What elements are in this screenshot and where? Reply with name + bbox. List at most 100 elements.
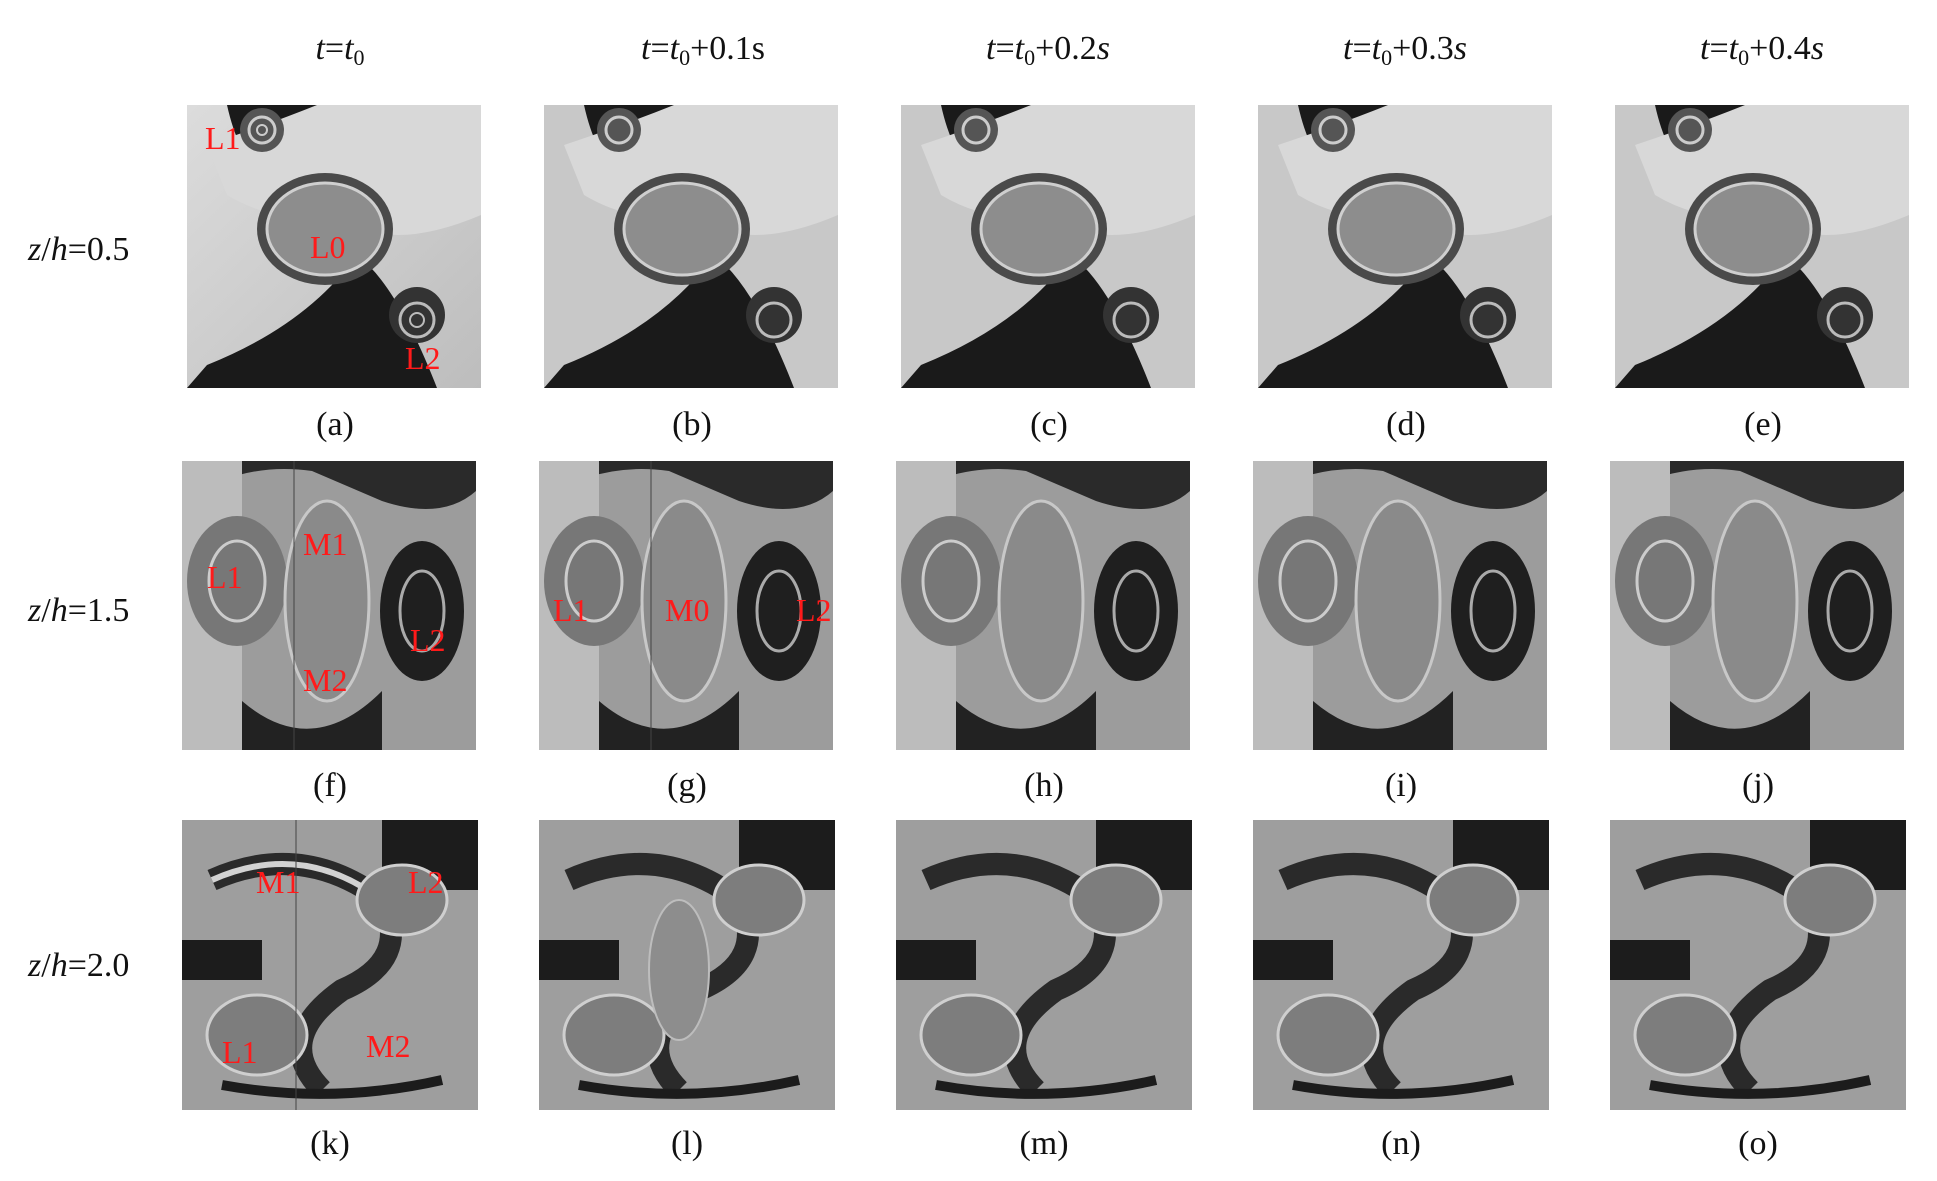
column-header-t3: t=t0+0.3s [1255, 32, 1555, 69]
panel-label-k: (k) [310, 1125, 350, 1162]
annotation-g-l1: L1 [553, 592, 589, 628]
panel-label-h: (h) [1024, 767, 1064, 804]
flow-image-j [1610, 461, 1904, 750]
time-unit: s [1453, 30, 1467, 67]
annotation-f-l1: L1 [207, 559, 243, 595]
annotation-f-l2: L2 [410, 622, 446, 658]
row-header-z15: z/h=1.5 [28, 594, 129, 628]
subscript: 0 [1381, 45, 1393, 70]
h-var: h [50, 947, 68, 984]
vortex-image [896, 461, 1190, 750]
flow-image-d [1258, 105, 1552, 388]
flow-image-f [182, 461, 476, 750]
time-var: t [1699, 30, 1710, 67]
panel-label-b: (b) [672, 406, 712, 443]
column-header-t1: t=t0+0.1s [553, 32, 853, 69]
panel-label-f: (f) [313, 767, 347, 804]
time-var: t [669, 30, 680, 67]
vortex-image [1253, 820, 1549, 1110]
flow-image-a [187, 105, 481, 388]
vortex-image [539, 820, 835, 1110]
row-value: =1.5 [67, 592, 130, 629]
subscript: 0 [679, 45, 691, 70]
time-offset: +0.2 [1035, 30, 1097, 67]
flow-image-i [1253, 461, 1547, 750]
panel-label-n: (n) [1381, 1125, 1421, 1162]
flow-image-e [1615, 105, 1909, 388]
flow-image-b [544, 105, 838, 388]
time-unit: s [1810, 30, 1824, 67]
h-var: h [50, 231, 68, 268]
annotation-g-l2: L2 [796, 592, 832, 628]
panel-label-i: (i) [1384, 767, 1418, 804]
subscript: 0 [1024, 45, 1036, 70]
vortex-image [182, 461, 476, 750]
slash: / [41, 231, 51, 268]
panel-label-o: (o) [1738, 1125, 1778, 1162]
panel-label-j: (j) [1741, 767, 1775, 804]
annotation-a-l2: L2 [405, 340, 441, 376]
subscript: 0 [353, 45, 365, 70]
equals: = [1709, 30, 1729, 67]
equals: = [650, 30, 670, 67]
time-var: t [315, 30, 325, 67]
time-var: t [1342, 30, 1353, 67]
h-var: h [50, 592, 68, 629]
flow-image-g [539, 461, 833, 750]
time-offset: +0.3 [1392, 30, 1454, 67]
vortex-image [896, 820, 1192, 1110]
equals: = [995, 30, 1015, 67]
time-var: t [1371, 30, 1382, 67]
slash: / [41, 592, 51, 629]
flow-image-n [1253, 820, 1549, 1110]
vortex-image [187, 105, 481, 388]
vortex-image [901, 105, 1195, 388]
vortex-image [182, 820, 478, 1110]
time-var: t [1728, 30, 1739, 67]
time-offset: +0.4 [1749, 30, 1811, 67]
row-value: =2.0 [67, 947, 130, 984]
row-value: =0.5 [67, 231, 130, 268]
time-var: t [344, 30, 354, 67]
panel-label-d: (d) [1386, 406, 1426, 443]
panel-label-l: (l) [670, 1125, 704, 1162]
column-header-t0: t=t0 [190, 32, 490, 69]
flow-image-k [182, 820, 478, 1110]
annotation-a-l0: L0 [310, 229, 346, 265]
row-header-z05: z/h=0.5 [28, 233, 129, 267]
subscript: 0 [1738, 45, 1750, 70]
panel-label-e: (e) [1744, 406, 1782, 443]
time-unit: s [1096, 30, 1110, 67]
annotation-k-l1: L1 [222, 1034, 258, 1070]
equals: = [324, 30, 345, 67]
z-var: z [28, 592, 42, 629]
column-header-t2: t=t0+0.2s [898, 32, 1198, 69]
annotation-f-m2: M2 [303, 662, 348, 698]
flow-image-o [1610, 820, 1906, 1110]
annotation-k-m1: M1 [256, 864, 301, 900]
vortex-image [1615, 105, 1909, 388]
equals: = [1352, 30, 1372, 67]
vortex-image [1258, 105, 1552, 388]
column-header-t4: t=t0+0.4s [1612, 32, 1912, 69]
vortex-image [1610, 461, 1904, 750]
slash: / [41, 947, 51, 984]
z-var: z [28, 947, 42, 984]
panel-label-a: (a) [316, 406, 354, 443]
time-unit: s [751, 30, 765, 67]
time-offset: +0.1 [690, 30, 752, 67]
time-var: t [1014, 30, 1025, 67]
annotation-k-m2: M2 [366, 1028, 411, 1064]
annotation-k-l2: L2 [408, 864, 444, 900]
row-header-z20: z/h=2.0 [28, 949, 129, 983]
annotation-f-m1: M1 [303, 526, 348, 562]
flow-image-h [896, 461, 1190, 750]
flow-image-m [896, 820, 1192, 1110]
time-var: t [640, 30, 651, 67]
vortex-image [539, 461, 833, 750]
panel-label-g: (g) [667, 767, 707, 804]
panel-label-c: (c) [1030, 406, 1068, 443]
annotation-g-m0: M0 [665, 592, 710, 628]
flow-image-l [539, 820, 835, 1110]
vortex-image [1253, 461, 1547, 750]
